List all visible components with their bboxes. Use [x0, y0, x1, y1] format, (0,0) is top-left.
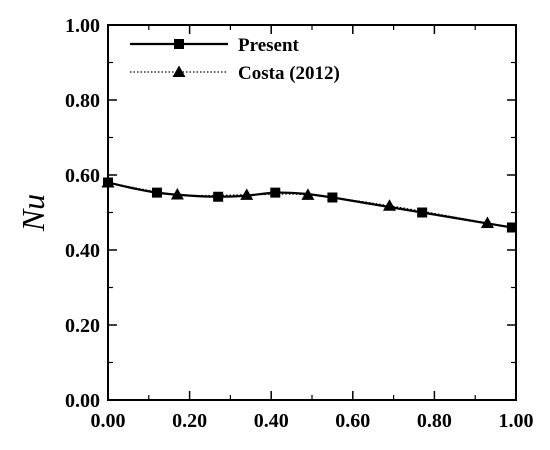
legend-label-present: Present — [238, 35, 300, 56]
y-tick-label: 0.20 — [65, 315, 100, 337]
y-tick-label: 1.00 — [65, 15, 100, 37]
series-line-costa-2012 — [107, 181, 488, 224]
y-tick-label: 0.80 — [65, 90, 100, 112]
data-point-present — [213, 191, 224, 202]
legend-marker-costa-2012 — [172, 65, 186, 77]
data-point-present — [327, 192, 338, 203]
data-point-costa-2012 — [301, 188, 315, 200]
x-tick-label: 0.60 — [335, 410, 370, 432]
x-tick-label: 0.40 — [254, 410, 289, 432]
data-point-present — [151, 187, 162, 198]
legend-label-costa-2012: Costa (2012) — [238, 63, 340, 84]
x-tick-label: 0.80 — [417, 410, 452, 432]
series-line-present — [107, 181, 513, 229]
data-point-present — [417, 207, 428, 218]
data-point-costa-2012 — [240, 188, 254, 200]
y-axis-label: Nu — [15, 194, 51, 232]
legend-marker-present — [174, 39, 184, 49]
x-tick-label: 0.00 — [91, 410, 126, 432]
x-tick-label: 1.00 — [499, 410, 534, 432]
data-point-costa-2012 — [170, 188, 184, 200]
y-tick-label: 0.40 — [65, 240, 100, 262]
data-point-present — [506, 222, 517, 233]
y-tick-label: 0.00 — [65, 390, 100, 412]
data-point-costa-2012 — [480, 216, 494, 228]
data-point-present — [270, 187, 281, 198]
y-tick-label: 0.60 — [65, 165, 100, 187]
data-point-costa-2012 — [101, 176, 115, 188]
data-point-costa-2012 — [383, 199, 397, 211]
x-tick-label: 0.20 — [172, 410, 207, 432]
